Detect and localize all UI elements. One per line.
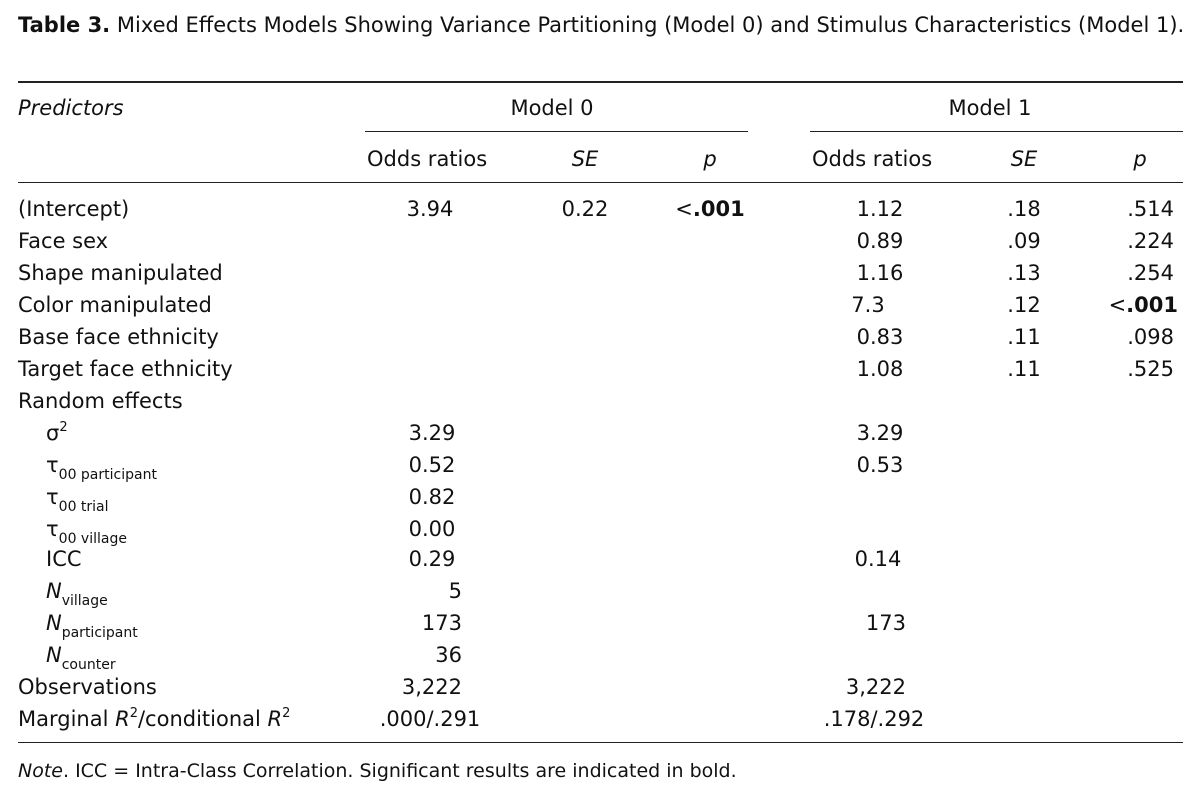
- header-predictors: Predictors: [18, 96, 124, 120]
- row-label-tau-village: τ00 village: [46, 517, 127, 547]
- cell-intercept-m0-p: <.001: [675, 197, 745, 221]
- model1-span-rule: [810, 131, 1183, 132]
- row-label-target-ethnicity: Target face ethnicity: [18, 357, 233, 381]
- row-label-face-sex: Face sex: [18, 229, 109, 253]
- header-m1-odds: Odds ratios: [812, 147, 933, 171]
- cell-color-m1-se: .12: [1007, 293, 1041, 317]
- header-m0-odds: Odds ratios: [367, 147, 488, 171]
- row-label-r2: Marginal R2/conditional R2: [18, 706, 291, 731]
- row-label-n-village: Nvillage: [46, 579, 108, 609]
- cell-tau-participant-m1: 0.53: [856, 453, 904, 477]
- cell-shape-m1-or: 1.16: [856, 261, 904, 285]
- bottom-rule: [18, 742, 1183, 743]
- row-label-shape: Shape manipulated: [18, 261, 223, 285]
- cell-shape-m1-p: .254: [1127, 261, 1174, 285]
- cell-observations-m1: 3,222: [845, 675, 906, 699]
- cell-intercept-m1-or: 1.12: [856, 197, 904, 221]
- header-m0-se: SE: [571, 147, 599, 171]
- cell-intercept-m0-se: 0.22: [561, 197, 609, 221]
- row-label-icc: ICC: [46, 547, 82, 571]
- cell-face-sex-m1-se: .09: [1007, 229, 1041, 253]
- header-model0: Model 0: [510, 96, 594, 120]
- cell-r2-m1: .178/.292: [823, 707, 925, 731]
- header-model1: Model 1: [948, 96, 1032, 120]
- cell-tau-participant-m0: 0.52: [408, 453, 456, 477]
- row-label-n-participant: Nparticipant: [46, 611, 138, 641]
- cell-n-village-m0: 5: [448, 579, 462, 603]
- random-effects-heading: Random effects: [18, 389, 183, 413]
- cell-intercept-m1-p: .514: [1127, 197, 1174, 221]
- cell-face-sex-m1-or: 0.89: [856, 229, 904, 253]
- cell-sigma-m0: 3.29: [408, 421, 456, 445]
- cell-tau-trial-m0: 0.82: [408, 485, 456, 509]
- cell-target-eth-m1-or: 1.08: [856, 357, 904, 381]
- cell-base-eth-m1-p: .098: [1127, 325, 1174, 349]
- cell-target-eth-m1-se: .11: [1007, 357, 1041, 381]
- cell-observations-m0: 3,222: [401, 675, 462, 699]
- cell-tau-village-m0: 0.00: [408, 517, 456, 541]
- row-label-n-counter: Ncounter: [46, 643, 116, 673]
- row-label-base-ethnicity: Base face ethnicity: [18, 325, 219, 349]
- cell-icc-m1: 0.14: [854, 547, 902, 571]
- cell-n-participant-m1: 173: [865, 611, 906, 635]
- table-note: Note. ICC = Intra-Class Correlation. Sig…: [18, 760, 737, 782]
- cell-face-sex-m1-p: .224: [1127, 229, 1174, 253]
- cell-intercept-m1-se: .18: [1007, 197, 1041, 221]
- row-label-tau-participant: τ00 participant: [46, 453, 157, 483]
- row-label-intercept: (Intercept): [18, 197, 130, 221]
- cell-base-eth-m1-se: .11: [1007, 325, 1041, 349]
- header-rule: [18, 182, 1183, 183]
- cell-color-m1-or: 7.3: [851, 293, 885, 317]
- cell-icc-m0: 0.29: [408, 547, 456, 571]
- model0-span-rule: [365, 131, 748, 132]
- row-label-color: Color manipulated: [18, 293, 212, 317]
- cell-shape-m1-se: .13: [1007, 261, 1041, 285]
- header-m1-se: SE: [1010, 147, 1038, 171]
- cell-intercept-m0-or: 3.94: [406, 197, 454, 221]
- cell-n-counter-m0: 36: [435, 643, 462, 667]
- cell-base-eth-m1-or: 0.83: [856, 325, 904, 349]
- table-label: Table 3.: [18, 13, 111, 37]
- row-label-tau-trial: τ00 trial: [46, 485, 109, 515]
- row-label-observations: Observations: [18, 675, 157, 699]
- table-title: Mixed Effects Models Showing Variance Pa…: [116, 13, 1185, 37]
- header-m0-p: p: [703, 147, 717, 171]
- cell-target-eth-m1-p: .525: [1127, 357, 1174, 381]
- cell-r2-m0: .000/.291: [379, 707, 481, 731]
- cell-sigma-m1: 3.29: [856, 421, 904, 445]
- header-m1-p: p: [1133, 147, 1147, 171]
- cell-n-participant-m0: 173: [421, 611, 462, 635]
- top-rule: [18, 81, 1183, 83]
- row-label-sigma: σ2: [46, 420, 68, 445]
- table-caption: Table 3. Mixed Effects Models Showing Va…: [18, 10, 1188, 40]
- cell-color-m1-p: <.001: [1108, 293, 1178, 317]
